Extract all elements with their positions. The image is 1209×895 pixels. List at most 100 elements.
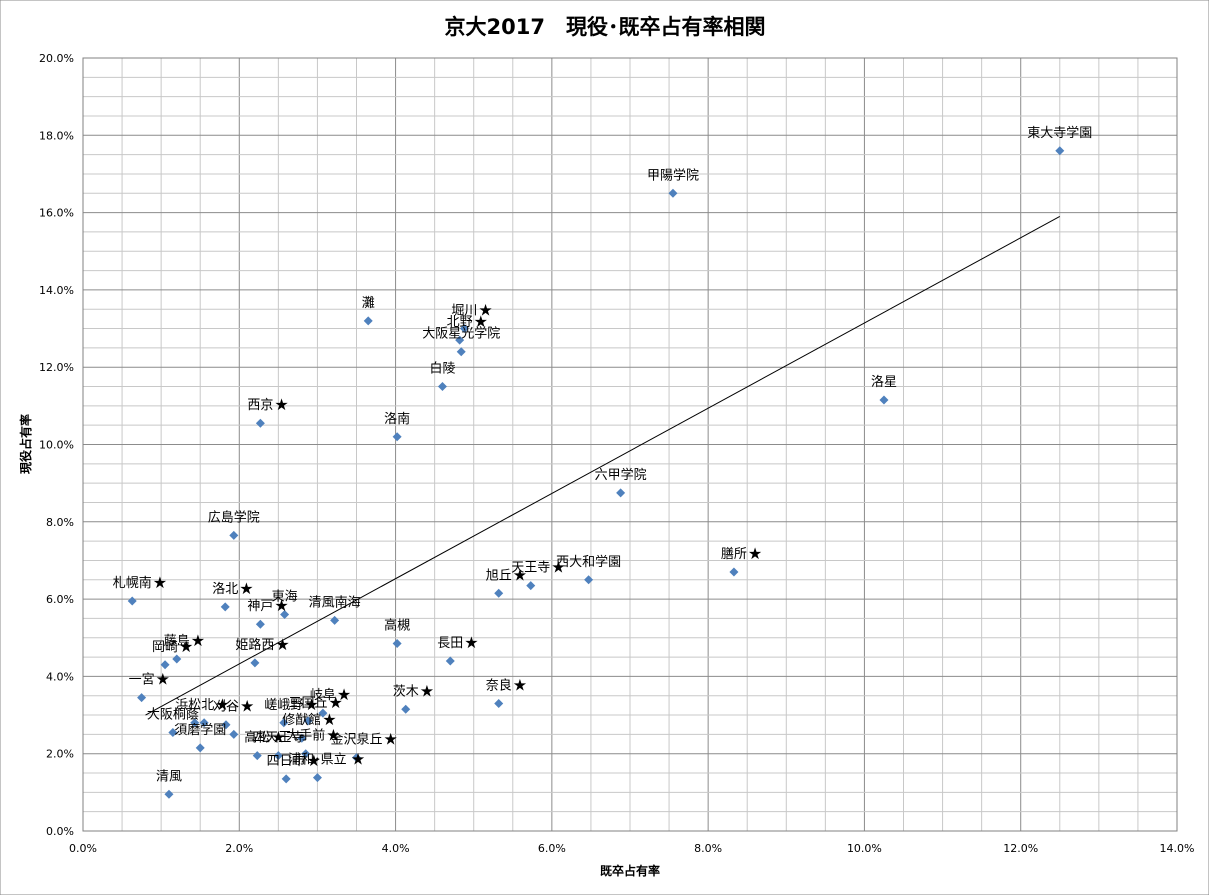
data-label: 堀川 [451,304,477,319]
data-point [195,743,205,753]
data-point [229,729,239,739]
y-tick-label: 4.0% [46,670,74,683]
x-tick-label: 6.0% [538,842,566,855]
data-label: 清風南海 [309,594,361,610]
data-label: 札幌南 [113,575,152,591]
y-tick-label: 18.0% [39,129,74,142]
data-point [363,316,373,326]
data-point [250,658,260,668]
data-point [127,596,137,606]
trendline [145,216,1061,716]
data-point [281,774,291,784]
data-point [526,581,536,591]
data-label: 一宮 [129,672,155,688]
grid-lines [82,57,1178,832]
data-point [437,382,447,392]
data-point [280,610,290,620]
data-label: 六甲学院 [595,467,647,483]
data-point [494,588,504,598]
data-point [172,654,182,664]
data-point [584,575,594,585]
data-point [199,718,209,728]
data-label: 金沢泉丘 [330,732,382,748]
x-axis-title: 既卒占有率 [600,863,660,878]
data-label: 四日市 [267,753,306,769]
data-point [318,708,328,718]
data-label: 四天王寺 [252,731,304,746]
star-marker: ★ [274,596,288,615]
x-tick-label: 14.0% [1160,842,1195,855]
data-point [392,639,402,649]
star-marker: ★ [307,751,321,770]
data-point [160,660,170,670]
star-marker: ★ [513,675,527,694]
star-marker: ★ [551,558,565,577]
y-tick-label: 8.0% [46,516,74,529]
data-label: 洛星 [871,375,897,390]
data-point [459,324,469,334]
data-label: 岐阜 [310,687,336,703]
x-tick-label: 10.0% [847,842,882,855]
data-label: 甲陽学院 [647,167,699,183]
x-tick-label: 4.0% [382,842,410,855]
y-tick-label: 12.0% [39,361,74,374]
star-marker: ★ [191,631,205,650]
data-point [392,432,402,442]
axis-tick-labels: 0.0% 2.0% 4.0% 6.0% 8.0% 10.0% 12.0% 14.0% 0.0% 2… [39,52,1194,855]
data-point [220,602,230,612]
star-marker: ★ [474,312,488,331]
data-label: 天王寺 [511,561,550,576]
star-marker: ★ [304,695,318,714]
data-point [445,656,455,666]
y-tick-label: 14.0% [39,284,74,297]
data-point [255,619,265,629]
data-point [229,530,239,540]
data-point [255,418,265,428]
data-label: 刈谷 [213,700,239,715]
data-point [221,720,231,730]
data-points [127,146,1065,799]
data-point [137,693,147,703]
data-point [330,615,340,625]
data-point [252,751,262,761]
data-point [668,188,678,198]
data-point [279,718,289,728]
y-tick-label: 16.0% [39,207,74,220]
chart-title: 京大2017 現役･既卒占有率相関 [445,15,766,39]
data-label: 岡崎 [152,640,178,655]
data-point [1055,146,1065,156]
star-marker: ★ [153,573,167,592]
data-label: 西大和学園 [556,554,621,570]
data-label: 姫路西 [235,637,274,653]
data-point [879,395,889,405]
data-point [455,335,465,345]
data-label: 浜松北 [175,698,214,713]
data-label: 大手前 [286,728,325,744]
y-tick-label: 10.0% [39,439,74,452]
data-point [303,716,313,726]
star-marker: ★ [464,633,478,652]
data-label: 旭丘 [486,568,512,583]
data-point [164,789,174,799]
data-label: 嵯峨野 [264,698,303,713]
star-marker: ★ [513,565,527,584]
star-marker: ★ [240,697,254,716]
data-point [401,704,411,714]
x-tick-label: 0.0% [69,842,97,855]
data-label: 高松 [244,730,270,746]
star-marker: ★ [179,637,193,656]
data-label: 茨木 [393,684,419,699]
data-point [297,733,307,743]
star-marker: ★ [275,635,289,654]
data-point [729,567,739,577]
data-label: 膳所 [721,546,747,562]
star-marker: ★ [322,710,336,729]
y-tick-label: 6.0% [46,593,74,606]
star-marker: ★ [271,728,285,747]
x-tick-label: 12.0% [1003,842,1038,855]
data-label: 修猷館 [282,713,321,728]
data-label: 浦和･県立 [288,753,347,768]
star-marker: ★ [274,395,288,414]
